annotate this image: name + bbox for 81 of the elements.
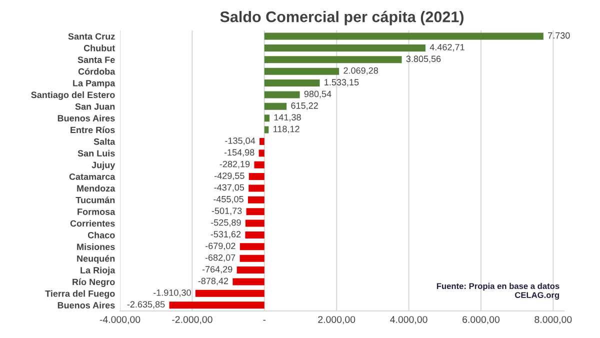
x-tick-label: -2.000,00: [172, 316, 212, 324]
y-tick-label: Santiago del Estero: [31, 91, 115, 100]
bar: [258, 150, 264, 157]
data-label: -282,19: [220, 160, 250, 168]
y-tick-label: San Luis: [78, 150, 115, 157]
y-tick-label: Misiones: [77, 243, 115, 250]
bar: [248, 184, 264, 192]
bar: [264, 44, 426, 52]
y-tick-label: Buenos Aires: [58, 114, 115, 122]
bar: [245, 231, 264, 238]
data-label: -682,07: [205, 254, 236, 262]
bar: [254, 161, 264, 168]
bar: [264, 80, 320, 87]
data-label: -429,55: [214, 172, 244, 180]
bar: [248, 173, 264, 180]
data-label: 2.069,28: [344, 67, 378, 75]
data-label: 3.805,56: [406, 56, 441, 64]
x-tick-label: -: [263, 320, 266, 321]
bar: [260, 138, 264, 145]
y-tick-label: Formosa: [78, 208, 116, 215]
y-tick-label: Salta: [94, 138, 116, 145]
data-label: 1.533,15: [324, 79, 359, 87]
bar: [240, 243, 264, 250]
y-tick-label: Chaco: [88, 232, 115, 238]
data-label: 4.462,71: [430, 44, 464, 52]
y-tick-label: Entre Ríos: [70, 126, 115, 134]
x-tick-label: 2.000,00: [318, 316, 356, 324]
bar: [264, 56, 402, 64]
y-tick-label: Buenos Aires: [58, 302, 115, 308]
data-label: -525,89: [211, 219, 241, 227]
x-tick-label: 4.000,00: [390, 316, 428, 324]
bar: [264, 126, 269, 134]
chart-title: Saldo Comercial per cápita (2021): [220, 10, 464, 26]
y-tick-label: Corrientes: [70, 220, 115, 227]
y-tick-label: Catamarca: [69, 174, 116, 180]
data-label: -1.910,30: [154, 289, 191, 297]
data-label: -2.635,85: [127, 301, 165, 309]
bar: [169, 302, 264, 309]
bar: [245, 220, 264, 227]
data-label: -878,42: [198, 278, 228, 286]
bar: [232, 278, 264, 286]
annotation: Fuente: Propia en base a datos CELAG.org: [436, 282, 560, 300]
data-label: -437,05: [214, 184, 244, 192]
bar: [195, 290, 264, 297]
y-tick-label: San Juan: [75, 103, 115, 110]
data-label: 980,54: [304, 90, 332, 98]
bar: [236, 266, 264, 274]
bar: [264, 91, 300, 98]
data-label: -501,73: [212, 208, 242, 216]
data-label: 141,38: [274, 114, 301, 122]
x-tick-label: -4.000,00: [100, 316, 140, 324]
data-label: -531,62: [210, 231, 241, 238]
y-tick-label: Neuquén: [77, 255, 115, 264]
data-label: -764,29: [202, 266, 232, 274]
x-tick-label: 8.000,00: [534, 316, 572, 324]
y-tick-label: Tucumán: [76, 196, 115, 204]
data-label: 7.730: [548, 32, 570, 39]
y-tick-label: Jujuy: [92, 162, 116, 170]
bar: [240, 254, 264, 262]
y-tick-label: Chubut: [84, 44, 116, 52]
y-tick-label: La Pampa: [73, 80, 116, 88]
bar: [248, 196, 264, 204]
bar: [246, 208, 264, 216]
y-tick-label: Córdoba: [78, 68, 116, 75]
data-label: 615,22: [291, 102, 318, 110]
y-tick-label: Santa Cruz: [68, 33, 115, 40]
y-tick-label: Río Negro: [72, 278, 115, 287]
y-tick-label: La Rioja: [80, 266, 116, 276]
bar: [264, 68, 340, 75]
bar: [264, 102, 287, 110]
data-label: -135,04: [225, 138, 256, 145]
data-label: -679,02: [206, 242, 236, 250]
y-tick-label: Mendoza: [77, 184, 116, 192]
data-label: 118,12: [274, 126, 300, 134]
data-label: -455,05: [214, 196, 244, 204]
y-tick-label: Santa Fe: [78, 56, 115, 64]
bar: [264, 114, 270, 122]
data-label: -154,98: [224, 149, 254, 157]
bar: [264, 32, 544, 40]
x-tick-label: 6.000,00: [462, 316, 500, 324]
y-tick-label: Tierra del Fuego: [45, 290, 115, 299]
